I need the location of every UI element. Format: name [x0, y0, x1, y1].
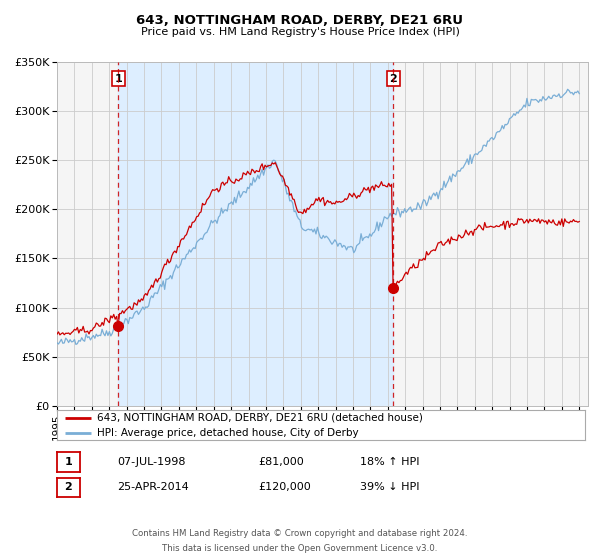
Text: Price paid vs. HM Land Registry's House Price Index (HPI): Price paid vs. HM Land Registry's House … — [140, 27, 460, 37]
Text: 39% ↓ HPI: 39% ↓ HPI — [360, 482, 419, 492]
Text: 1: 1 — [115, 74, 122, 83]
Text: Contains HM Land Registry data © Crown copyright and database right 2024.: Contains HM Land Registry data © Crown c… — [132, 529, 468, 538]
Text: 643, NOTTINGHAM ROAD, DERBY, DE21 6RU: 643, NOTTINGHAM ROAD, DERBY, DE21 6RU — [137, 14, 464, 27]
Text: £120,000: £120,000 — [258, 482, 311, 492]
Text: 18% ↑ HPI: 18% ↑ HPI — [360, 457, 419, 467]
Text: 1: 1 — [65, 457, 72, 467]
Text: This data is licensed under the Open Government Licence v3.0.: This data is licensed under the Open Gov… — [163, 544, 437, 553]
Text: 07-JUL-1998: 07-JUL-1998 — [117, 457, 185, 467]
Text: 2: 2 — [389, 74, 397, 83]
Bar — [118, 62, 394, 406]
Text: 25-APR-2014: 25-APR-2014 — [117, 482, 189, 492]
Text: £81,000: £81,000 — [258, 457, 304, 467]
Text: 643, NOTTINGHAM ROAD, DERBY, DE21 6RU (detached house): 643, NOTTINGHAM ROAD, DERBY, DE21 6RU (d… — [97, 413, 422, 423]
Text: HPI: Average price, detached house, City of Derby: HPI: Average price, detached house, City… — [97, 428, 358, 438]
Text: 2: 2 — [65, 482, 72, 492]
